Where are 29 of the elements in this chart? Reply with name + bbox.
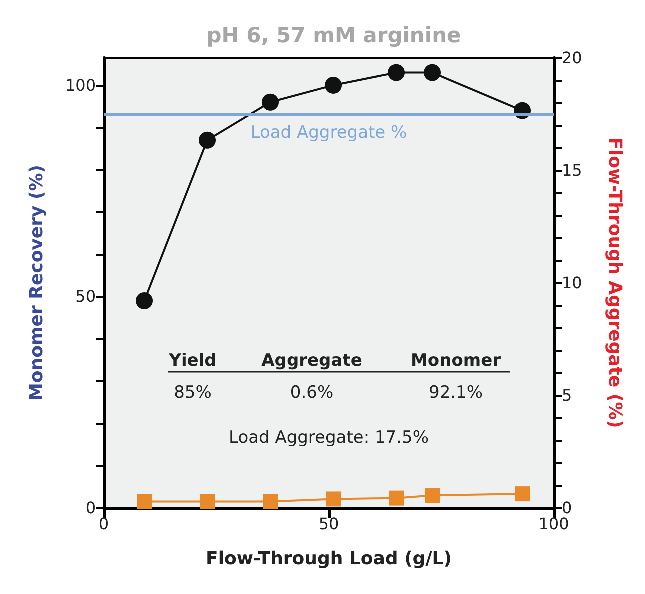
point bbox=[325, 76, 342, 94]
y2-tick-label: 15 bbox=[562, 161, 582, 180]
annotation: Yield bbox=[168, 351, 217, 371]
y2-axis-title: Flow-Through Aggregate (%) bbox=[604, 138, 626, 428]
y-tick-label: 0 bbox=[86, 498, 96, 518]
point bbox=[136, 292, 153, 310]
annotation: Aggregate bbox=[262, 351, 362, 371]
point bbox=[262, 94, 279, 111]
annotation: 92.1% bbox=[428, 383, 484, 403]
ref-line-label: Load Aggregate % bbox=[250, 122, 408, 143]
y2-tick-label: 5 bbox=[562, 386, 572, 405]
point bbox=[199, 132, 216, 149]
annotation: 85% bbox=[174, 383, 212, 403]
y-axis-title: Monomer Recovery (%) bbox=[26, 165, 48, 401]
y-tick-label: 50 bbox=[76, 287, 96, 306]
x-tick-label: 0 bbox=[98, 514, 110, 534]
x-tick-label: 100 bbox=[538, 514, 570, 534]
chart-title: pH 6, 57 mM arginine bbox=[206, 24, 462, 48]
point bbox=[424, 64, 441, 82]
x-axis-title: Flow-Through Load (g/L) bbox=[206, 548, 452, 570]
x-tick-label: 50 bbox=[318, 514, 340, 534]
y2-tick-label: 20 bbox=[562, 48, 582, 68]
annotation: Load Aggregate: 17.5% bbox=[229, 428, 429, 448]
y2-tick-label: 0 bbox=[562, 498, 572, 518]
annotation: Monomer bbox=[410, 351, 502, 371]
y-tick-label: 100 bbox=[65, 76, 96, 95]
y2-tick-label: 10 bbox=[562, 274, 582, 292]
point bbox=[388, 64, 405, 82]
annotation: 0.6% bbox=[290, 383, 334, 403]
